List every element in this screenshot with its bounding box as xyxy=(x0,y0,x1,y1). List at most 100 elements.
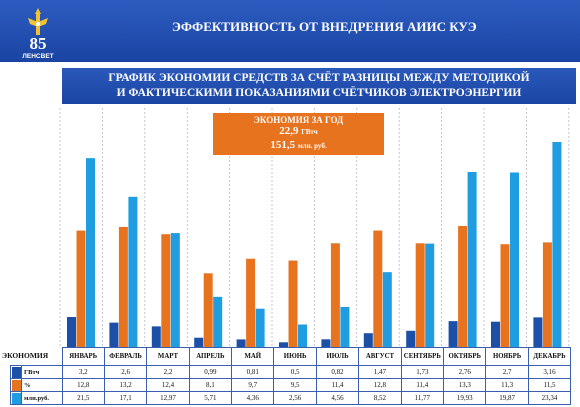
month-header: ЯНВАРЬ xyxy=(61,347,105,366)
unit-label-gwh: ГВтч xyxy=(21,365,63,379)
month-header: ИЮНЬ xyxy=(273,347,317,366)
table-cell: 2,2 xyxy=(146,365,190,379)
bar-percent xyxy=(330,243,340,347)
bar-gwh xyxy=(151,326,161,347)
annual-energy-savings: 22,9 ГВтч xyxy=(213,125,384,139)
table-cell: 4,36 xyxy=(231,391,275,405)
table-cell: 13,2 xyxy=(103,378,148,392)
bar-rub xyxy=(382,272,392,347)
table-cell: 21,5 xyxy=(61,391,105,405)
month-header: ДЕКАБРЬ xyxy=(527,347,572,366)
table-cell: 2,76 xyxy=(443,365,487,379)
header-bar: 85 ЛЕНСВЕТ ЭФФЕКТИВНОСТЬ ОТ ВНЕДРЕНИЯ АИ… xyxy=(0,0,580,62)
table-cell: 11,5 xyxy=(527,378,572,392)
logo-text: ЛЕНСВЕТ xyxy=(22,53,53,60)
logo-number: 85 xyxy=(30,34,47,53)
table-cell: 12,8 xyxy=(61,378,105,392)
bar-percent xyxy=(161,234,171,347)
bar-gwh xyxy=(279,342,288,347)
month-header: ОКТЯБРЬ xyxy=(443,347,487,366)
bar-gwh xyxy=(236,339,246,347)
table-cell: 8,1 xyxy=(188,378,233,392)
month-header: НОЯБРЬ xyxy=(485,347,529,366)
bar-gwh xyxy=(109,322,119,347)
bar-gwh xyxy=(491,321,500,347)
bar-percent xyxy=(458,226,468,347)
bar-rub xyxy=(298,324,307,347)
table-cell: 2,56 xyxy=(273,391,317,405)
table-cell: 13,3 xyxy=(443,378,487,392)
table-cell: 0,81 xyxy=(231,365,275,379)
legend-swatch-rub xyxy=(10,391,22,405)
bar-rub xyxy=(425,243,435,347)
table-cell: 2,7 xyxy=(485,365,529,379)
table-row-gwh: ГВтч 3,2 2,6 2,2 0,99 0,81 0,5 0,82 1,47 1,73 2,7… xyxy=(10,365,572,379)
table-cell: 19,87 xyxy=(485,391,529,405)
table-cell: 12,97 xyxy=(146,391,190,405)
bar-rub xyxy=(467,171,477,347)
table-cell: 19,93 xyxy=(443,391,487,405)
chart-title-line-1: ГРАФИК ЭКОНОМИИ СРЕДСТВ ЗА СЧЁТ РАЗНИЦЫ … xyxy=(108,72,530,84)
table-row-rub: млн.руб. 21,5 17,1 12,97 5,71 4,36 2,56 4,56 8,… xyxy=(10,391,572,405)
table-cell: 12,4 xyxy=(146,378,190,392)
annual-money-value: 151,5 xyxy=(270,139,296,151)
bar-percent xyxy=(500,244,510,347)
table-cell: 12,8 xyxy=(358,378,402,392)
bar-percent xyxy=(415,243,425,347)
table-cell: 11,4 xyxy=(400,378,445,392)
table-row-label: ЭКОНОМИЯ xyxy=(2,351,49,360)
legend-swatch-gwh xyxy=(10,365,22,379)
data-table: ЯНВАРЬ ФЕВРАЛЬ МАРТ АПРЕЛЬ МАЙ ИЮНЬ ИЮЛЬ АВГУСТ… xyxy=(10,347,572,405)
bar-rub xyxy=(255,308,265,347)
table-cell: 0,99 xyxy=(188,365,233,379)
table-cell: 8,52 xyxy=(358,391,402,405)
annual-energy-value: 22,9 xyxy=(279,125,299,137)
table-cell: 0,5 xyxy=(273,365,317,379)
bar-gwh xyxy=(533,317,543,347)
table-cell: 3,16 xyxy=(527,365,572,379)
bar-gwh xyxy=(363,333,373,347)
bar-rub xyxy=(170,233,180,347)
table-cell: 11,4 xyxy=(315,378,360,392)
bar-percent xyxy=(118,226,128,347)
bar-rub xyxy=(128,196,138,347)
table-row-percent: % 12,8 13,2 12,4 8,1 9,7 9,5 11,4 12,8 11,4 13,3 1… xyxy=(10,378,572,392)
month-header: АВГУСТ xyxy=(358,347,402,366)
table-cell: 1,73 xyxy=(400,365,445,379)
table-cell: 5,71 xyxy=(188,391,233,405)
bar-percent xyxy=(542,242,552,347)
bar-rub xyxy=(552,142,562,347)
page-title: ЭФФЕКТИВНОСТЬ ОТ ВНЕДРЕНИЯ АИИС КУЭ xyxy=(172,19,477,34)
table-cell: 3,2 xyxy=(61,365,105,379)
month-header: СЕНТЯБРЬ xyxy=(400,347,445,366)
table-cell: 1,47 xyxy=(358,365,402,379)
table-header-row: ЯНВАРЬ ФЕВРАЛЬ МАРТ АПРЕЛЬ МАЙ ИЮНЬ ИЮЛЬ АВГУСТ… xyxy=(11,347,572,366)
unit-label-percent: % xyxy=(21,378,63,392)
bar-gwh xyxy=(194,337,204,347)
month-header: АПРЕЛЬ xyxy=(188,347,233,366)
bar-rub xyxy=(340,306,350,347)
bar-gwh xyxy=(321,339,331,347)
bar-percent xyxy=(288,260,298,347)
unit-label-rub: млн.руб. xyxy=(21,391,63,405)
table-cell: 23,34 xyxy=(527,391,572,405)
annual-savings-box: ЭКОНОМИЯ ЗА ГОД 22,9 ГВтч 151,5 млн. руб… xyxy=(213,113,384,155)
month-header: МАРТ xyxy=(146,347,190,366)
annual-money-unit: млн. руб. xyxy=(297,142,327,150)
chart-title-line-2: И ФАКТИЧЕСКИМИ ПОКАЗАНИЯМИ СЧЁТЧИКОВ ЭЛЕ… xyxy=(116,87,522,99)
lensvet-logo: 85 ЛЕНСВЕТ xyxy=(22,8,54,60)
table-cell: 9,7 xyxy=(231,378,275,392)
month-header: МАЙ xyxy=(231,347,275,366)
table-cell: 2,6 xyxy=(103,365,148,379)
month-header: ИЮЛЬ xyxy=(315,347,360,366)
table-cell: 17,1 xyxy=(103,391,148,405)
table-cell: 11,77 xyxy=(400,391,445,405)
bar-percent xyxy=(76,230,86,347)
bar-gwh xyxy=(67,317,76,347)
bar-gwh xyxy=(406,330,416,347)
bar-percent xyxy=(246,258,256,347)
bar-rub xyxy=(510,172,519,347)
table-cell: 4,56 xyxy=(315,391,360,405)
bar-percent xyxy=(203,273,213,347)
